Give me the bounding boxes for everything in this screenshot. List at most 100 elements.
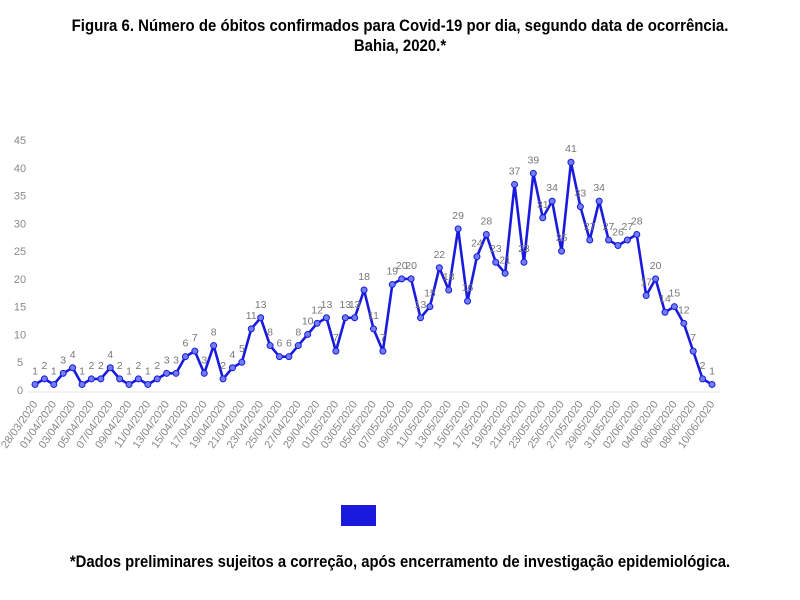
data-point xyxy=(642,292,650,300)
data-label: 13 xyxy=(415,299,427,311)
data-label: 18 xyxy=(358,271,370,283)
data-label: 13 xyxy=(255,299,267,311)
data-label: 27 xyxy=(622,221,634,233)
data-point xyxy=(200,369,208,377)
data-point xyxy=(652,275,660,283)
data-point xyxy=(586,236,594,244)
data-label: 7 xyxy=(380,332,386,344)
data-point xyxy=(370,325,377,333)
data-label: 1 xyxy=(32,365,38,377)
data-point xyxy=(407,275,415,283)
y-tick-label: 10 xyxy=(14,329,26,341)
data-label: 13 xyxy=(339,299,351,311)
data-label: 12 xyxy=(311,304,323,316)
data-point xyxy=(708,380,716,388)
data-label: 11 xyxy=(368,310,379,322)
data-point xyxy=(210,342,218,350)
data-point xyxy=(567,158,575,166)
y-tick-label: 25 xyxy=(14,246,26,258)
data-label: 20 xyxy=(405,260,417,272)
data-point xyxy=(661,308,669,316)
data-point xyxy=(445,286,453,294)
data-point xyxy=(153,375,161,383)
y-tick-label: 20 xyxy=(14,274,26,286)
data-label: 18 xyxy=(443,271,455,283)
data-label: 19 xyxy=(386,265,398,277)
data-label: 8 xyxy=(267,327,273,339)
data-label: 7 xyxy=(192,332,198,344)
data-label: 2 xyxy=(154,360,160,372)
data-label: 6 xyxy=(277,338,283,350)
series-line xyxy=(34,160,713,386)
data-point xyxy=(670,303,678,311)
data-point xyxy=(351,314,359,322)
data-point xyxy=(172,369,180,377)
data-label: 3 xyxy=(60,354,66,366)
data-point xyxy=(689,347,697,355)
data-label: 34 xyxy=(546,182,558,194)
data-label: 8 xyxy=(211,327,217,339)
data-label: 1 xyxy=(79,365,85,377)
data-point xyxy=(181,353,189,361)
data-label: 1 xyxy=(126,365,132,377)
data-label: 15 xyxy=(424,288,436,300)
data-point xyxy=(595,197,603,205)
data-point xyxy=(511,180,519,188)
data-point xyxy=(97,375,105,383)
data-label: 8 xyxy=(295,327,301,339)
chart-footnote: *Dados preliminares sujeitos a correção,… xyxy=(69,553,731,571)
data-label: 33 xyxy=(575,188,587,200)
data-label: 29 xyxy=(452,210,464,222)
data-label: 3 xyxy=(173,354,179,366)
data-point xyxy=(313,319,321,327)
data-point xyxy=(134,375,142,383)
data-label: 27 xyxy=(603,221,615,233)
data-label: 2 xyxy=(41,360,47,372)
data-point xyxy=(576,203,584,211)
data-label: 28 xyxy=(480,215,492,227)
data-label: 2 xyxy=(98,360,104,372)
data-label: 2 xyxy=(88,360,94,372)
data-label: 31 xyxy=(537,199,549,211)
data-label: 23 xyxy=(490,243,502,255)
data-point xyxy=(501,269,509,277)
y-tick-label: 0 xyxy=(17,385,23,397)
data-label: 15 xyxy=(669,288,681,300)
data-point xyxy=(257,314,265,322)
data-point xyxy=(228,364,236,372)
data-label: 2 xyxy=(117,360,123,372)
data-point xyxy=(454,225,462,233)
data-label: 6 xyxy=(183,338,189,350)
data-point xyxy=(163,369,171,377)
data-label: 24 xyxy=(471,238,483,250)
data-point xyxy=(699,375,707,383)
data-point xyxy=(680,319,688,327)
chart-title: Figura 6. Número de óbitos confirmados p… xyxy=(71,16,729,55)
data-label: 1 xyxy=(145,365,151,377)
data-label: 13 xyxy=(349,299,361,311)
data-point xyxy=(398,275,406,283)
data-label: 39 xyxy=(528,154,540,166)
data-label: 4 xyxy=(70,349,76,361)
data-point xyxy=(435,264,443,272)
data-label: 1 xyxy=(709,365,715,377)
data-label: 2 xyxy=(220,360,226,372)
data-point xyxy=(322,314,330,322)
data-point xyxy=(539,214,547,222)
y-tick-label: 15 xyxy=(14,302,26,314)
data-point xyxy=(605,236,613,244)
data-label: 34 xyxy=(593,182,605,194)
data-label: 27 xyxy=(584,221,596,233)
data-point xyxy=(304,330,312,338)
data-label: 7 xyxy=(333,332,339,344)
data-point xyxy=(360,286,368,294)
data-label: 12 xyxy=(678,304,690,316)
data-label: 20 xyxy=(650,260,662,272)
data-label: 26 xyxy=(612,227,624,239)
y-tick-label: 30 xyxy=(14,218,26,230)
data-point xyxy=(614,242,622,250)
data-label: 6 xyxy=(286,338,292,350)
data-label: 2 xyxy=(136,360,142,372)
data-label: 4 xyxy=(230,349,236,361)
data-point xyxy=(266,342,274,350)
